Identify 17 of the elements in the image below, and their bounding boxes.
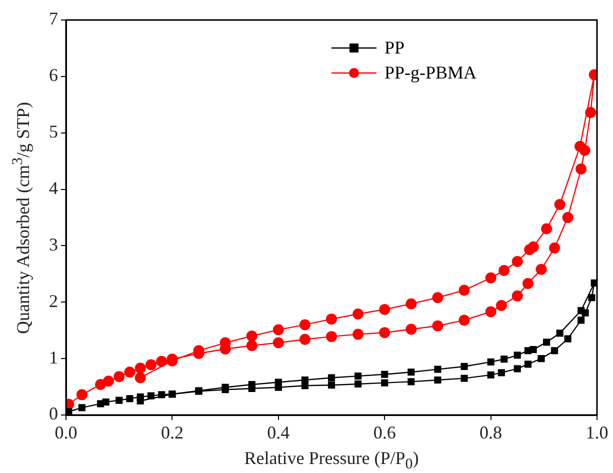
legend-label: PP-g-PBMA: [384, 62, 477, 83]
y-tick-label: 4: [49, 178, 58, 198]
y-tick-label: 5: [49, 122, 58, 142]
y-tick-label: 3: [49, 234, 58, 254]
x-tick-label: 0.0: [54, 422, 78, 443]
x-axis-title: Relative Pressure (P/P$_{0}$): [243, 448, 420, 473]
y-tick-label: 0: [49, 404, 58, 424]
x-tick-label: 0.4: [267, 422, 290, 443]
y-tick-label: 2: [49, 290, 58, 311]
y-tick-label: 1: [49, 347, 58, 368]
legend-label: PP: [384, 38, 405, 58]
y-tick-label: 6: [49, 65, 58, 86]
x-tick-label: 0.8: [480, 422, 502, 443]
y-tick-label: 7: [49, 8, 58, 29]
x-tick-label: 0.6: [373, 422, 396, 443]
x-tick-label: 1.0: [586, 422, 608, 443]
x-tick-label: 0.2: [160, 422, 184, 443]
